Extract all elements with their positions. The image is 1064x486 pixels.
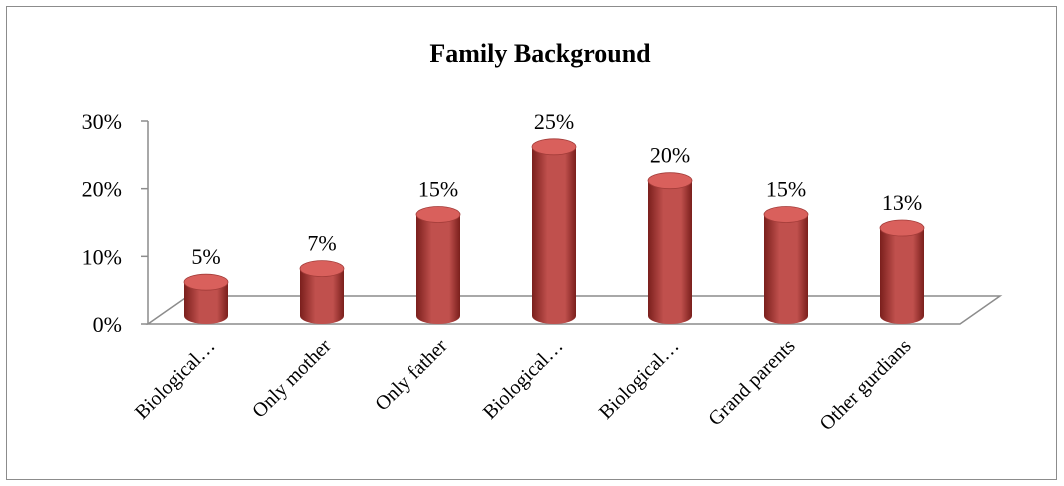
bar-top	[183, 273, 229, 291]
bar-top	[531, 138, 577, 156]
bar-top	[879, 219, 925, 237]
bar-body	[880, 228, 924, 324]
y-tick-label: 10%	[82, 244, 122, 269]
bar-body	[300, 268, 344, 324]
data-label: 5%	[191, 244, 220, 269]
data-label: 15%	[418, 177, 458, 202]
data-label: 7%	[307, 231, 336, 256]
bar-top	[299, 260, 345, 278]
bar-body	[532, 146, 576, 324]
data-label: 15%	[766, 177, 806, 202]
floor-plane	[145, 295, 1003, 325]
bar-body	[764, 214, 808, 324]
data-label: 13%	[882, 190, 922, 215]
bar	[647, 172, 693, 324]
bar-top	[415, 206, 461, 223]
category-label: Biological…	[479, 335, 568, 424]
bar	[531, 138, 577, 324]
bar	[763, 206, 809, 324]
category-label: Biological…	[595, 335, 684, 424]
chart-title: Family Background	[429, 39, 651, 68]
data-label: 25%	[534, 109, 574, 134]
category-label: Only mother	[248, 335, 336, 423]
category-label: Grand parents	[704, 335, 799, 430]
category-label: Biological…	[131, 335, 220, 424]
bar	[299, 260, 345, 324]
axes	[145, 121, 1003, 325]
bars	[183, 138, 925, 324]
y-tick-label: 30%	[82, 109, 122, 134]
bar-body	[184, 282, 228, 324]
bar	[879, 219, 925, 324]
bar-top	[647, 172, 693, 190]
y-tick-label: 20%	[82, 177, 122, 202]
category-labels: Biological… Only mother Only father Biologi…	[131, 335, 916, 435]
bar	[183, 273, 229, 324]
bar-top	[763, 206, 809, 223]
bar	[415, 206, 461, 324]
category-label: Only father	[371, 335, 452, 416]
category-label: Other gurdians	[816, 335, 916, 435]
y-tick-label: 0%	[93, 312, 122, 337]
bar-body	[648, 180, 692, 324]
data-labels: 5% 7% 15% 25% 20% 15% 13%	[191, 109, 922, 269]
bar-body	[416, 214, 460, 324]
data-label: 20%	[650, 143, 690, 168]
y-axis-ticks: 0% 10% 20% 30%	[82, 109, 148, 337]
